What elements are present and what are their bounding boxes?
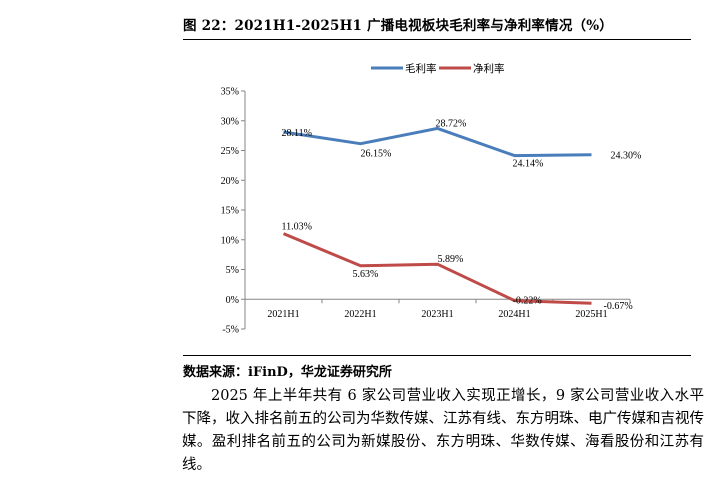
data-label-net: 5.89% [438,254,464,265]
data-label-net: -0.22% [513,296,542,307]
source-rule [183,355,691,356]
data-label-gross: 26.15% [361,149,392,160]
data-label-gross: 28.11% [282,128,312,139]
data-label-net: -0.67% [604,301,633,312]
data-label-net: 11.03% [282,222,312,233]
line-chart: 毛利率 净利率 -5% 0% 5% 10% 15% 20% 25% 30% 35% 2021H1 2… [221,62,642,336]
data-source: 数据来源：iFinD，华龙证券研究所 [183,365,392,380]
legend-label-gross: 毛利率 [405,62,437,75]
series-line-net [282,232,592,305]
data-label-gross: 28.72% [436,118,467,129]
legend-label-net: 净利率 [473,62,505,75]
title-rule [183,39,691,40]
x-tick-label: 2024H1 [498,309,530,320]
series-line-gross [283,126,592,158]
plot-area: -5% 0% 5% 10% 15% 20% 25% 30% 35% 2021H1 2022H1 202… [221,87,642,336]
y-tick-label: 15% [221,206,239,217]
y-tick-label: 20% [221,176,239,187]
x-tick-label: 2025H1 [575,309,607,320]
analysis-paragraph: 2025 年上半年共有 6 家公司营业收入实现正增长，9 家公司营业收入水平下降… [182,388,704,473]
y-tick-label: 35% [221,87,239,98]
x-tick-label: 2021H1 [267,309,299,320]
x-tick-label: 2022H1 [344,309,376,320]
figure-title: 图 22：2021H1-2025H1 广播电视板块毛利率与净利率情况（%） [183,18,613,34]
y-tick-label: 10% [221,235,239,246]
y-tick-label: 30% [221,116,239,127]
data-label-net: 5.63% [353,269,379,280]
y-tick-label: 0% [226,295,239,306]
y-tick-label: 5% [226,265,239,276]
legend: 毛利率 净利率 [371,62,505,75]
x-tick-label: 2023H1 [421,309,453,320]
data-label-gross: 24.14% [513,159,544,170]
y-tick-label: 25% [221,146,239,157]
y-tick-label: -5% [222,325,239,336]
data-label-gross: 24.30% [611,151,642,162]
